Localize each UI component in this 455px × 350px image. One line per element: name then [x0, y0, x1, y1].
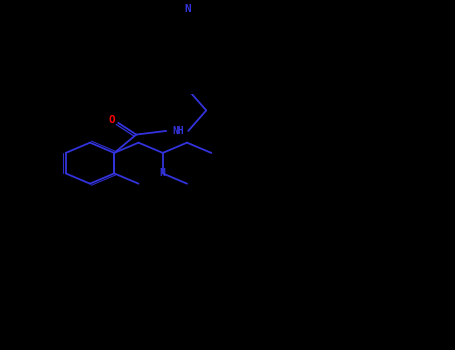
Text: NH: NH	[172, 126, 184, 136]
Text: N: N	[185, 4, 192, 14]
Text: O: O	[109, 115, 116, 125]
Text: N: N	[160, 168, 166, 178]
